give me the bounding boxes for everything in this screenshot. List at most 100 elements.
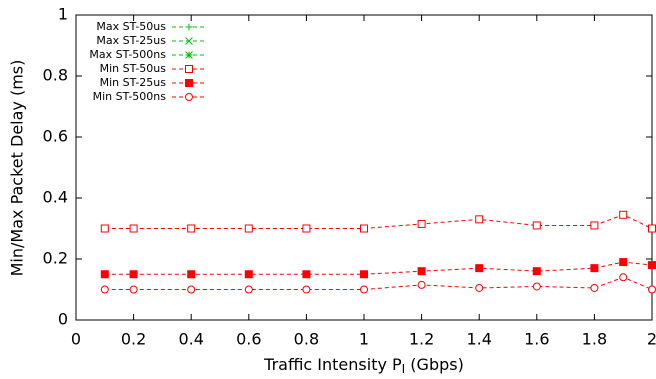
- marker: [244, 224, 253, 233]
- marker-shape: [100, 285, 109, 294]
- y-tick-label: 0: [58, 310, 68, 329]
- marker: [532, 282, 541, 291]
- marker-shape: [475, 283, 484, 292]
- marker: [100, 224, 109, 233]
- x-tick-label: 0: [71, 330, 81, 349]
- x-tick-label: 2: [647, 330, 656, 349]
- marker: [244, 285, 253, 294]
- series-line: [104, 276, 653, 290]
- marker: [185, 65, 193, 73]
- marker-shape: [619, 273, 628, 282]
- marker-shape: [619, 258, 628, 267]
- marker-shape: [187, 285, 196, 294]
- marker-shape: [475, 264, 484, 273]
- x-tick-label: 0.2: [121, 330, 146, 349]
- marker-shape: [417, 219, 426, 228]
- x-tick-label: 1: [359, 330, 369, 349]
- x-tick-label: 1.4: [466, 330, 491, 349]
- marker: [648, 261, 656, 270]
- legend-label: Max ST-500ns: [89, 48, 166, 61]
- marker-shape: [648, 224, 656, 233]
- marker: [187, 285, 196, 294]
- marker-shape: [100, 224, 109, 233]
- marker: [129, 285, 138, 294]
- marker: [100, 270, 109, 279]
- marker-shape: [619, 210, 628, 219]
- marker: [244, 270, 253, 279]
- marker: [185, 79, 193, 87]
- marker: [185, 93, 193, 101]
- marker-shape: [302, 270, 311, 279]
- y-tick-label: 0.8: [43, 66, 68, 85]
- marker: [417, 267, 426, 276]
- marker-shape: [590, 283, 599, 292]
- marker: [360, 224, 368, 233]
- marker: [475, 283, 484, 292]
- x-tick-label: 0.8: [294, 330, 319, 349]
- marker-shape: [302, 285, 311, 294]
- legend-label: Max ST-50us: [96, 20, 166, 33]
- marker-shape: [360, 224, 368, 233]
- marker-shape: [129, 285, 138, 294]
- x-axis-label-main: Traffic Intensity P: [263, 355, 402, 374]
- series-line: [104, 214, 653, 229]
- marker: [129, 224, 138, 233]
- marker: [100, 285, 109, 294]
- marker: [302, 224, 311, 233]
- marker: [302, 270, 311, 279]
- marker-shape: [417, 280, 426, 289]
- marker-shape: [532, 267, 541, 276]
- x-tick-label: 0.6: [236, 330, 261, 349]
- marker-shape: [302, 224, 311, 233]
- legend-label: Max ST-25us: [96, 34, 166, 47]
- marker: [360, 270, 368, 279]
- marker-shape: [129, 224, 138, 233]
- marker: [302, 285, 311, 294]
- x-tick-label: 1.6: [524, 330, 549, 349]
- marker-shape: [185, 79, 193, 87]
- marker: [619, 258, 628, 267]
- marker-shape: [185, 93, 193, 101]
- marker-stroke: [185, 37, 193, 45]
- marker-shape: [417, 267, 426, 276]
- x-tick-label: 1.2: [409, 330, 434, 349]
- marker: [187, 224, 196, 233]
- y-tick-label: 1: [58, 5, 68, 24]
- marker: [360, 285, 368, 294]
- marker-shape: [100, 270, 109, 279]
- legend-label: Min ST-50us: [100, 62, 167, 75]
- marker-shape: [187, 270, 196, 279]
- marker: [532, 267, 541, 276]
- marker-shape: [185, 65, 193, 73]
- x-axis-label-sub: I: [402, 362, 406, 376]
- marker: [532, 221, 541, 230]
- marker-shape: [590, 221, 599, 230]
- y-tick-label: 0.4: [43, 188, 68, 207]
- y-axis-label: Min/Max Packet Delay (ms): [8, 60, 27, 277]
- marker: [475, 215, 484, 224]
- marker-shape: [244, 285, 253, 294]
- marker: [590, 264, 599, 273]
- marker: [648, 285, 656, 294]
- marker-shape: [648, 261, 656, 270]
- marker: [619, 273, 628, 282]
- marker: [619, 210, 628, 219]
- marker: [129, 270, 138, 279]
- marker: [475, 264, 484, 273]
- x-tick-label: 0.4: [178, 330, 203, 349]
- marker-shape: [590, 264, 599, 273]
- y-tick-label: 0.2: [43, 249, 68, 268]
- legend-label: Min ST-500ns: [93, 90, 167, 103]
- marker-shape: [475, 215, 484, 224]
- marker-shape: [360, 285, 368, 294]
- marker-shape: [129, 270, 138, 279]
- marker: [185, 51, 193, 59]
- marker: [417, 280, 426, 289]
- marker: [185, 37, 193, 45]
- marker: [185, 23, 193, 31]
- x-axis-label: Traffic Intensity PI (Gbps): [263, 355, 464, 376]
- marker: [590, 221, 599, 230]
- marker-shape: [648, 285, 656, 294]
- legend-label: Min ST-25us: [100, 76, 167, 89]
